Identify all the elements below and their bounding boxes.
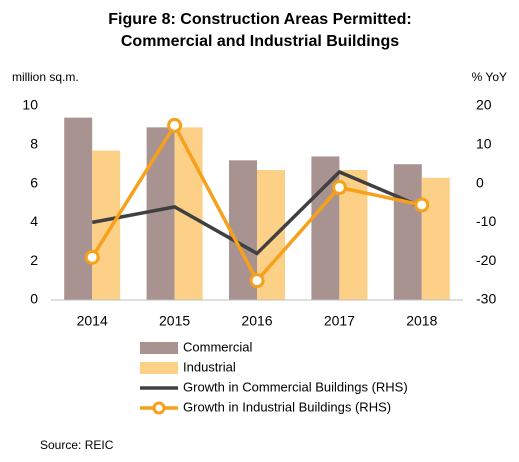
source-note: Source: REIC — [40, 438, 114, 452]
y2-tick-label: -20 — [476, 252, 496, 268]
marker — [249, 273, 265, 289]
x-tick-label: 2016 — [241, 313, 272, 329]
marker — [331, 179, 347, 195]
y2-tick-label: 10 — [476, 136, 492, 152]
y-tick-label: 4 — [30, 213, 38, 229]
legend-swatch — [140, 362, 178, 374]
bar — [64, 117, 93, 300]
y-axis-label: million sq.m. — [12, 70, 79, 84]
marker — [84, 249, 100, 265]
x-tick-label: 2015 — [159, 313, 190, 329]
y2-tick-label: -30 — [476, 291, 496, 307]
legend-label: Growth in Commercial Buildings (RHS) — [183, 379, 408, 394]
legend-label: Commercial — [183, 339, 252, 354]
marker — [414, 197, 430, 213]
y-tick-label: 6 — [30, 174, 38, 190]
chart-title: Figure 8: Construction Areas Permitted: — [108, 11, 411, 28]
bar — [92, 150, 121, 300]
y-tick-label: 2 — [30, 252, 38, 268]
y2-tick-label: 0 — [476, 174, 484, 190]
x-tick-label: 2018 — [406, 313, 437, 329]
y-tick-label: 8 — [30, 136, 38, 152]
bar — [146, 127, 175, 300]
legend-swatch — [140, 342, 178, 354]
bar — [311, 156, 340, 300]
y2-tick-label: 20 — [476, 97, 492, 113]
y-tick-label: 10 — [22, 97, 38, 113]
legend-marker — [152, 401, 166, 415]
x-tick-label: 2014 — [77, 313, 108, 329]
y-tick-label: 0 — [30, 291, 38, 307]
bar — [421, 177, 450, 300]
legend-label: Growth in Industrial Buildings (RHS) — [183, 399, 391, 414]
chart-title: Commercial and Industrial Buildings — [121, 33, 399, 50]
y2-tick-label: -10 — [476, 213, 496, 229]
y2-axis-label: % YoY — [472, 70, 507, 84]
legend-label: Industrial — [183, 359, 236, 374]
bar — [393, 164, 422, 300]
line — [91, 169, 423, 256]
marker — [167, 117, 183, 133]
x-tick-label: 2017 — [324, 313, 355, 329]
